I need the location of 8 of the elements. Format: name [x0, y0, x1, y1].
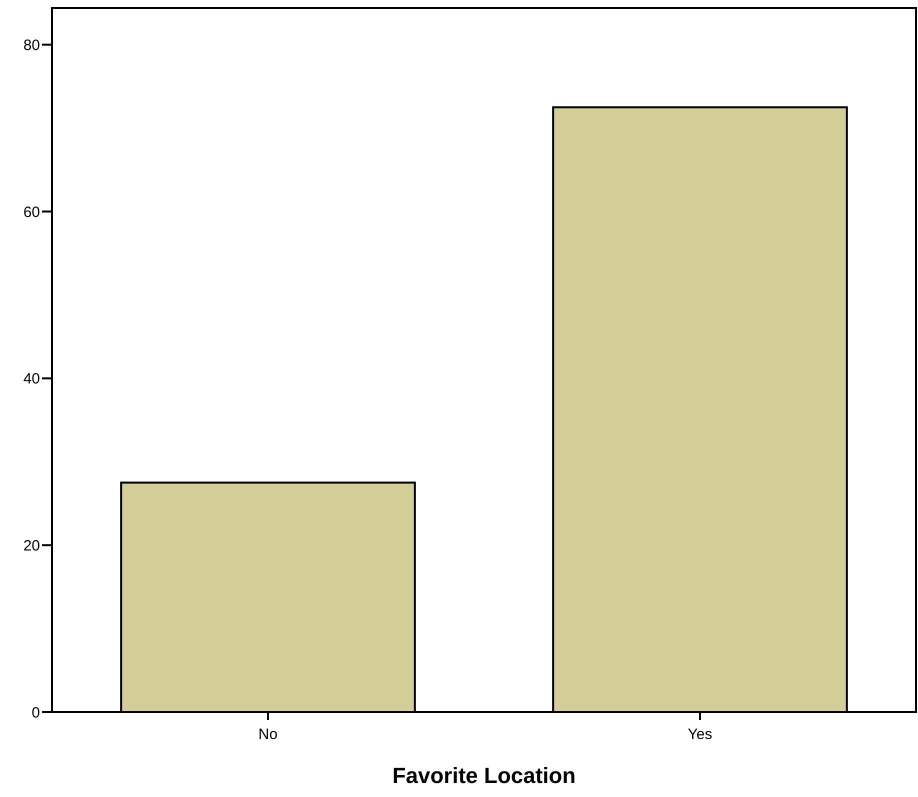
y-tick-label: 60: [23, 204, 40, 221]
x-axis-title: Favorite Location: [392, 763, 576, 788]
y-tick-label: 80: [23, 36, 40, 54]
x-tick-label: Yes: [688, 726, 712, 743]
y-tick-label: 40: [23, 370, 40, 388]
x-tick-label: No: [258, 726, 278, 743]
y-tick-label: 0: [32, 704, 40, 722]
y-tick-label: 20: [23, 537, 40, 554]
